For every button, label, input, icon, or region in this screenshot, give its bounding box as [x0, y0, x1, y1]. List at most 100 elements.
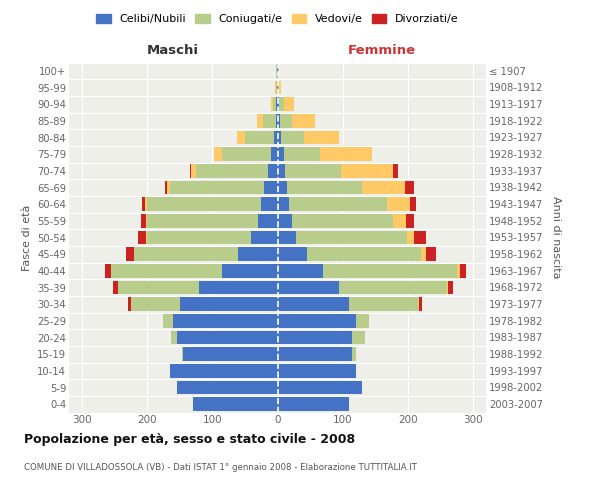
Bar [176, 380, 277, 394]
Bar [323, 264, 457, 278]
Bar [274, 130, 277, 144]
Bar [277, 314, 356, 328]
Bar [131, 298, 180, 311]
Bar [277, 198, 289, 211]
Bar [340, 280, 447, 294]
Bar [111, 264, 112, 278]
Bar [275, 80, 277, 94]
Bar [320, 148, 372, 161]
Bar [118, 280, 199, 294]
Bar [447, 280, 448, 294]
Bar [277, 398, 349, 411]
Text: COMUNE DI VILLADOSSOLA (VB) - Dati ISTAT 1° gennaio 2008 - Elaborazione TUTTITAL: COMUNE DI VILLADOSSOLA (VB) - Dati ISTAT… [24, 462, 417, 471]
Bar [277, 214, 292, 228]
Bar [387, 198, 410, 211]
Bar [277, 180, 287, 194]
Bar [421, 248, 426, 261]
Bar [196, 164, 268, 177]
Bar [276, 98, 277, 111]
Bar [128, 298, 131, 311]
Bar [277, 348, 352, 361]
Bar [173, 314, 277, 328]
Bar [263, 114, 275, 128]
Bar [163, 314, 173, 328]
Bar [258, 214, 277, 228]
Bar [278, 80, 280, 94]
Bar [199, 280, 277, 294]
Text: Maschi: Maschi [147, 44, 199, 58]
Bar [349, 298, 418, 311]
Bar [190, 164, 191, 177]
Bar [277, 98, 279, 111]
Bar [292, 214, 393, 228]
Bar [191, 164, 196, 177]
Bar [251, 230, 277, 244]
Bar [106, 264, 111, 278]
Bar [176, 330, 277, 344]
Bar [277, 114, 280, 128]
Bar [277, 248, 307, 261]
Bar [183, 348, 277, 361]
Bar [404, 180, 415, 194]
Bar [277, 264, 323, 278]
Bar [460, 264, 466, 278]
Bar [222, 264, 277, 278]
Bar [352, 348, 356, 361]
Bar [112, 264, 222, 278]
Bar [277, 164, 286, 177]
Bar [393, 164, 398, 177]
Bar [448, 280, 454, 294]
Bar [286, 164, 341, 177]
Bar [279, 64, 280, 78]
Bar [222, 148, 271, 161]
Bar [245, 130, 274, 144]
Bar [180, 298, 277, 311]
Bar [352, 330, 365, 344]
Bar [296, 230, 407, 244]
Bar [214, 148, 222, 161]
Bar [271, 148, 277, 161]
Bar [280, 114, 292, 128]
Bar [134, 248, 238, 261]
Bar [284, 148, 320, 161]
Bar [277, 64, 278, 78]
Bar [125, 248, 134, 261]
Bar [281, 130, 304, 144]
Text: Femmine: Femmine [347, 44, 416, 58]
Bar [273, 98, 276, 111]
Bar [238, 248, 277, 261]
Bar [182, 348, 183, 361]
Bar [457, 264, 460, 278]
Bar [146, 214, 147, 228]
Bar [261, 198, 277, 211]
Bar [257, 114, 263, 128]
Bar [307, 248, 421, 261]
Bar [292, 114, 314, 128]
Bar [277, 280, 340, 294]
Bar [393, 214, 406, 228]
Bar [170, 364, 277, 378]
Bar [426, 248, 436, 261]
Bar [193, 398, 277, 411]
Bar [279, 98, 284, 111]
Bar [113, 280, 118, 294]
Bar [167, 180, 170, 194]
Bar [341, 164, 393, 177]
Bar [277, 130, 281, 144]
Bar [147, 214, 258, 228]
Bar [362, 180, 404, 194]
Bar [304, 130, 340, 144]
Bar [147, 198, 261, 211]
Bar [145, 198, 147, 211]
Bar [289, 198, 387, 211]
Bar [138, 230, 146, 244]
Bar [265, 180, 277, 194]
Bar [146, 230, 147, 244]
Bar [280, 80, 281, 94]
Bar [284, 98, 294, 111]
Bar [277, 230, 296, 244]
Bar [287, 180, 362, 194]
Bar [356, 314, 369, 328]
Bar [415, 230, 426, 244]
Bar [170, 180, 265, 194]
